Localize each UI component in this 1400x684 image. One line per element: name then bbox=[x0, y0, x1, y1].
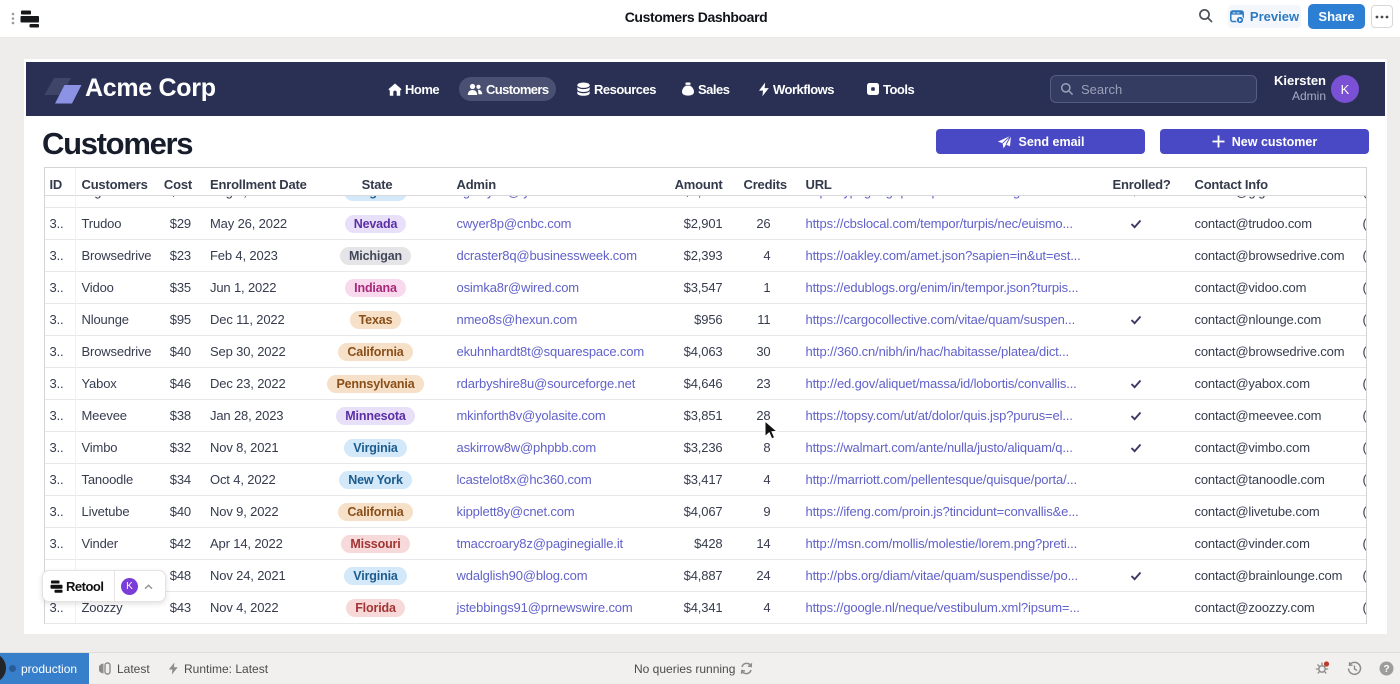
svg-text:?: ? bbox=[1383, 664, 1389, 675]
